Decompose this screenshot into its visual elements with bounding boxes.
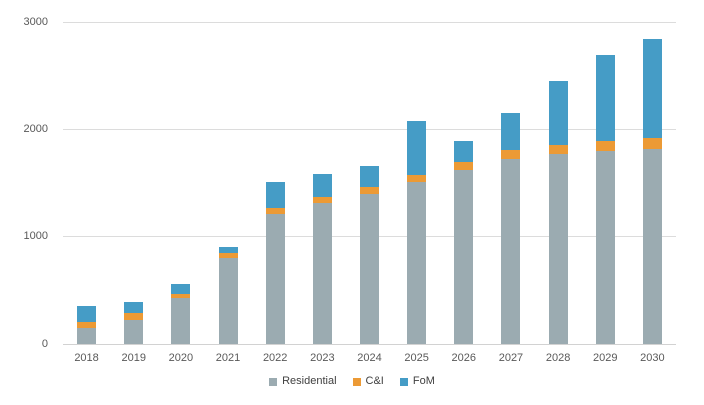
legend-item-c-i: C&I xyxy=(352,375,384,387)
bar-group-2019 xyxy=(124,302,144,344)
bar-segment-residential-2027 xyxy=(501,158,521,344)
x-tick-label-2028: 2028 xyxy=(545,352,571,364)
bar-segment-c-i-2022 xyxy=(265,208,285,215)
bar-segment-fom-2022 xyxy=(265,181,285,209)
bar-segment-c-i-2030 xyxy=(642,137,662,149)
legend-swatch-icon xyxy=(269,377,278,386)
bar-group-2029 xyxy=(595,55,615,344)
bar-segment-c-i-2024 xyxy=(360,186,379,194)
legend-label: FoM xyxy=(412,375,435,387)
y-tick-label: 0 xyxy=(41,337,48,350)
y-tick-label: 1000 xyxy=(23,230,48,243)
bar-segment-fom-2019 xyxy=(124,302,144,314)
bar-segment-fom-2024 xyxy=(360,165,379,187)
bar-segment-c-i-2023 xyxy=(312,196,332,203)
bar-segment-residential-2023 xyxy=(312,202,332,344)
bar-segment-fom-2023 xyxy=(312,173,332,197)
bar-segment-c-i-2027 xyxy=(501,149,521,159)
bar-segment-c-i-2026 xyxy=(454,162,474,171)
bar-segment-fom-2030 xyxy=(642,38,662,138)
bar-segment-residential-2019 xyxy=(124,319,144,344)
bar-group-2025 xyxy=(407,120,427,344)
bar-segment-fom-2018 xyxy=(77,305,97,323)
chart-legend: Residential C&I FoM xyxy=(0,376,704,387)
y-tick-label: 2000 xyxy=(23,122,48,135)
bar-segment-c-i-2019 xyxy=(124,313,144,320)
bar-segment-fom-2029 xyxy=(595,55,615,142)
bar-group-2030 xyxy=(642,38,662,344)
bar-segment-c-i-2028 xyxy=(548,144,568,155)
bar-group-2022 xyxy=(265,181,285,344)
bar-segment-fom-2028 xyxy=(548,80,568,145)
gridline-3000 xyxy=(63,21,676,23)
bar-segment-c-i-2021 xyxy=(218,252,238,259)
x-tick-label-2026: 2026 xyxy=(451,352,477,364)
bar-segment-fom-2021 xyxy=(218,246,238,253)
x-tick-label-2024: 2024 xyxy=(357,352,382,364)
bar-segment-residential-2030 xyxy=(642,148,662,344)
legend-swatch-icon xyxy=(399,377,408,386)
bar-group-2023 xyxy=(312,173,332,344)
bar-segment-residential-2025 xyxy=(407,181,427,344)
x-tick-label-2019: 2019 xyxy=(121,352,146,364)
legend-item-residential: Residential xyxy=(269,375,337,387)
bar-segment-residential-2020 xyxy=(171,297,191,344)
bar-segment-residential-2022 xyxy=(265,214,285,344)
x-tick-label-2021: 2021 xyxy=(215,352,241,364)
x-tick-label-2020: 2020 xyxy=(168,352,194,364)
bar-segment-fom-2025 xyxy=(407,120,427,175)
bar-segment-residential-2029 xyxy=(595,150,615,344)
bar-segment-fom-2020 xyxy=(171,284,191,294)
x-tick-label-2023: 2023 xyxy=(310,352,335,364)
x-tick-label-2029: 2029 xyxy=(593,352,618,364)
bar-segment-residential-2028 xyxy=(548,154,568,344)
legend-label: C&I xyxy=(365,375,384,387)
y-tick-label: 3000 xyxy=(23,15,48,28)
bar-segment-fom-2027 xyxy=(501,112,521,150)
legend-swatch-icon xyxy=(352,377,361,386)
bar-segment-residential-2018 xyxy=(77,327,97,344)
bar-group-2024 xyxy=(360,165,379,344)
bar-group-2021 xyxy=(218,246,238,344)
legend-label: Residential xyxy=(282,375,337,387)
bar-segment-c-i-2020 xyxy=(171,293,191,298)
bar-segment-residential-2024 xyxy=(360,193,379,344)
bar-group-2028 xyxy=(548,80,568,344)
bar-group-2018 xyxy=(77,305,97,344)
bar-segment-c-i-2029 xyxy=(595,141,615,151)
gridline-2000 xyxy=(63,128,676,130)
x-tick-label-2018: 2018 xyxy=(74,352,99,364)
bar-segment-c-i-2025 xyxy=(407,174,427,182)
x-tick-label-2027: 2027 xyxy=(498,352,524,364)
x-tick-label-2030: 2030 xyxy=(640,352,665,364)
bar-segment-residential-2026 xyxy=(454,170,474,344)
bar-segment-residential-2021 xyxy=(218,258,238,344)
bar-segment-c-i-2018 xyxy=(77,322,97,328)
x-axis-line xyxy=(63,343,676,345)
x-tick-label-2025: 2025 xyxy=(404,352,429,364)
bar-segment-fom-2026 xyxy=(454,141,474,163)
x-tick-label-2022: 2022 xyxy=(262,352,288,364)
bar-group-2020 xyxy=(171,284,191,344)
bar-group-2026 xyxy=(454,141,474,344)
legend-item-fom: FoM xyxy=(399,375,435,387)
bar-group-2027 xyxy=(501,112,521,344)
